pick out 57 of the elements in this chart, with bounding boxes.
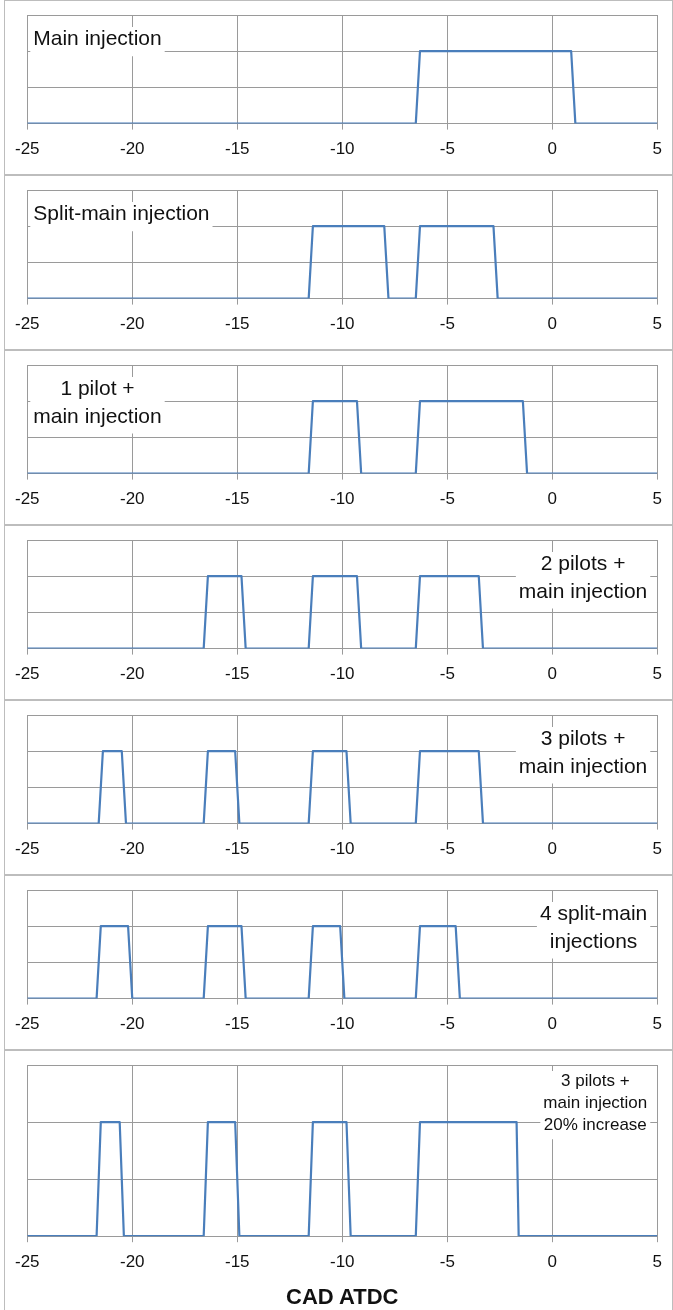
x-tick-label: -25 xyxy=(15,839,40,859)
x-tick-label: 0 xyxy=(547,489,558,509)
x-tick-label: -10 xyxy=(329,139,355,159)
x-tick-label: -15 xyxy=(224,139,250,159)
x-tick-label: 0 xyxy=(547,139,558,159)
x-tick-label: 0 xyxy=(547,664,558,684)
text: Main injection xyxy=(33,26,162,50)
x-tick-label: 5 xyxy=(652,139,663,159)
x-tick-label: -25 xyxy=(15,489,40,509)
x-tick-label: -10 xyxy=(329,489,355,509)
annotation: 3 pilots + main injection xyxy=(518,726,648,777)
x-tick-label: -15 xyxy=(224,489,250,509)
x-tick-label: -5 xyxy=(439,1252,455,1272)
x-tick-label: -5 xyxy=(439,314,455,334)
x-tick-label: -25 xyxy=(15,1252,40,1272)
x-tick-label: 5 xyxy=(652,664,663,684)
annotation: 1 pilot + main injection xyxy=(33,376,162,427)
x-tick-label: -5 xyxy=(439,1014,455,1034)
x-tick-label: 5 xyxy=(652,1252,663,1272)
x-tick-label: -25 xyxy=(15,1014,40,1034)
x-tick-label: -25 xyxy=(15,314,40,334)
x-tick-label: -20 xyxy=(119,139,145,159)
x-tick-label: -25 xyxy=(15,664,40,684)
x-tick-label: -5 xyxy=(439,489,455,509)
x-tick-label: 0 xyxy=(547,314,558,334)
annotation: 2 pilots + main injection xyxy=(518,551,648,602)
x-tick-label: 0 xyxy=(547,839,558,859)
x-tick-label: -15 xyxy=(224,1014,250,1034)
x-tick-label: -20 xyxy=(119,1014,145,1034)
x-axis-title: CAD ATDC xyxy=(286,1283,399,1309)
annotation: 3 pilots + main injection 20% increase xyxy=(543,1071,648,1135)
x-tick-label: -20 xyxy=(119,664,145,684)
text: Split-main injection xyxy=(33,201,210,225)
x-tick-label: 5 xyxy=(652,1014,663,1034)
x-tick-label: -10 xyxy=(329,314,355,334)
x-tick-label: -10 xyxy=(329,664,355,684)
x-tick-label: -20 xyxy=(119,839,145,859)
x-tick-label: -20 xyxy=(119,314,145,334)
annotation: 4 split-main injections xyxy=(539,901,648,952)
x-tick-label: -10 xyxy=(329,839,355,859)
x-tick-label: -20 xyxy=(119,489,145,509)
x-tick-label: -15 xyxy=(224,839,250,859)
x-tick-label: -5 xyxy=(439,139,455,159)
x-tick-label: -10 xyxy=(329,1014,355,1034)
x-tick-label: -25 xyxy=(15,139,40,159)
x-tick-label: 5 xyxy=(652,489,663,509)
x-tick-label: -15 xyxy=(224,314,250,334)
x-tick-label: -20 xyxy=(119,1252,145,1272)
x-tick-label: 5 xyxy=(652,839,663,859)
x-tick-label: 5 xyxy=(652,314,663,334)
x-tick-label: -10 xyxy=(329,1252,355,1272)
x-tick-label: 0 xyxy=(547,1252,558,1272)
x-tick-label: 0 xyxy=(547,1014,558,1034)
x-tick-label: -15 xyxy=(224,664,250,684)
x-tick-label: -15 xyxy=(224,1252,250,1272)
x-tick-label: -5 xyxy=(439,664,455,684)
x-tick-label: -5 xyxy=(439,839,455,859)
